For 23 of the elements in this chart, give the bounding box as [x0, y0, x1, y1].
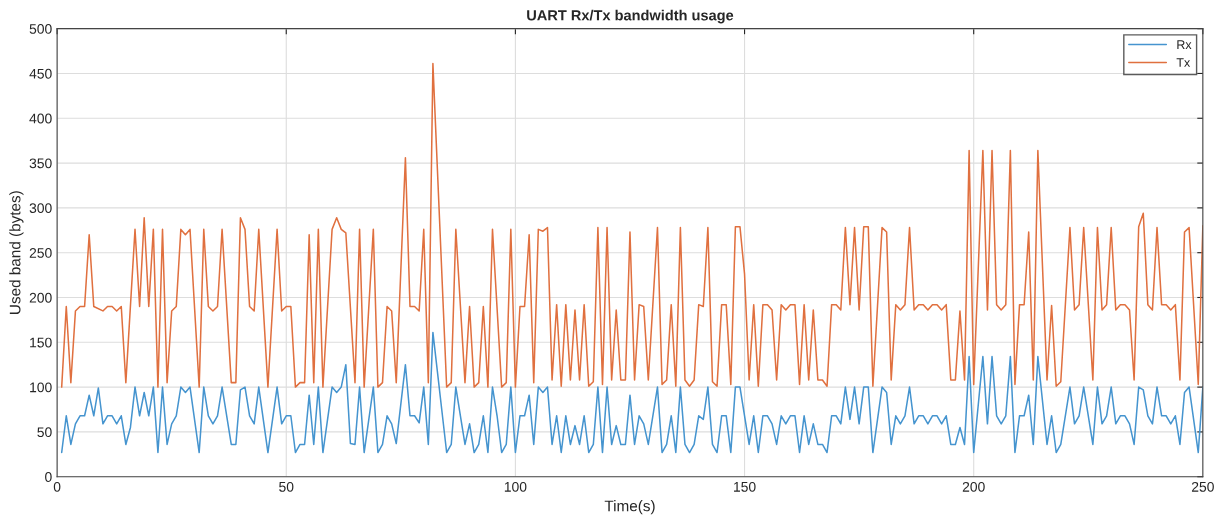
- chart-title: UART Rx/Tx bandwidth usage: [527, 9, 734, 24]
- y-tick-label: 350: [29, 158, 52, 169]
- x-tick-label: 250: [1191, 481, 1214, 492]
- y-tick-label: 300: [29, 203, 52, 214]
- x-tick-label: 200: [962, 481, 985, 492]
- y-tick-label: 150: [30, 337, 52, 348]
- line-series: [60, 331, 1203, 454]
- y-tick-label: 450: [29, 68, 52, 79]
- y-tick-label: 200: [29, 292, 52, 303]
- x-tick-label: 50: [279, 481, 294, 492]
- y-axis-title: Used band (bytes): [9, 191, 24, 314]
- y-tick-label: 50: [37, 427, 52, 438]
- y-tick-label: 400: [29, 113, 52, 124]
- x-tick-label: 150: [734, 481, 756, 492]
- x-axis-title: Time(s): [604, 500, 655, 515]
- y-tick-label: 250: [29, 248, 52, 258]
- x-tick-label: 0: [53, 481, 61, 492]
- legend-label: Rx: [1177, 40, 1192, 49]
- y-tick-label: 0: [45, 472, 52, 482]
- y-tick-label: 500: [29, 23, 52, 34]
- legend-label: Tx: [1176, 58, 1191, 67]
- y-tick-label: 100: [30, 382, 52, 393]
- x-tick-label: 100: [504, 481, 527, 492]
